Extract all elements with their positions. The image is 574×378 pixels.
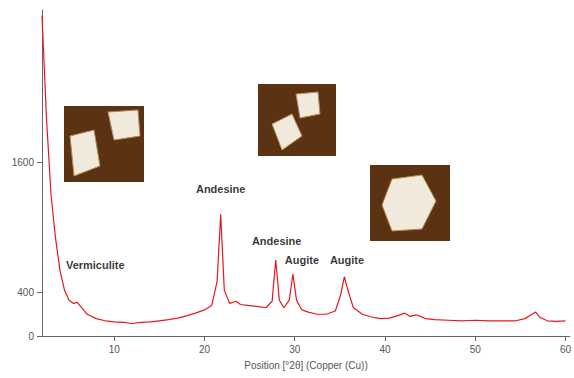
- svg-text:60: 60: [560, 344, 572, 355]
- svg-text:Augite: Augite: [330, 254, 364, 266]
- svg-text:Augite: Augite: [285, 254, 319, 266]
- svg-text:Andesine: Andesine: [252, 235, 302, 247]
- svg-text:40: 40: [379, 344, 391, 355]
- svg-text:Andesine: Andesine: [196, 183, 246, 195]
- svg-text:1600: 1600: [12, 157, 35, 168]
- svg-text:30: 30: [289, 344, 301, 355]
- svg-text:20: 20: [199, 344, 211, 355]
- svg-text:50: 50: [470, 344, 482, 355]
- svg-text:Position [°2θ] (Copper (Cu)): Position [°2θ] (Copper (Cu)): [244, 360, 368, 371]
- svg-text:400: 400: [17, 287, 34, 298]
- svg-text:0: 0: [28, 331, 34, 342]
- svg-text:Vermiculite: Vermiculite: [66, 259, 125, 271]
- svg-text:10: 10: [109, 344, 121, 355]
